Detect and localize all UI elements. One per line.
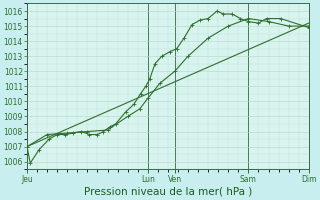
X-axis label: Pression niveau de la mer( hPa ): Pression niveau de la mer( hPa ): [84, 187, 252, 197]
